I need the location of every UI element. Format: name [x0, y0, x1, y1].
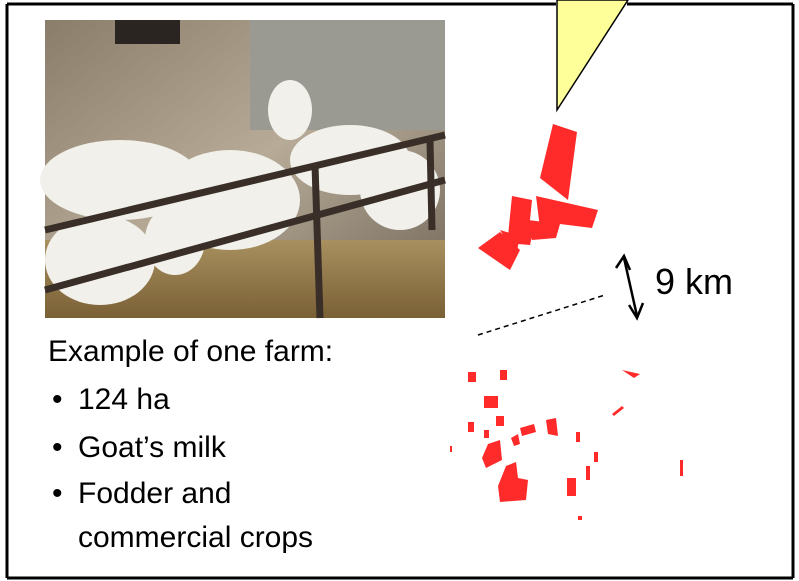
distance-label: 9 km [655, 261, 734, 302]
double-arrow [614, 253, 645, 321]
bullet: Fodder and commercial crops [50, 472, 338, 560]
dashed-separator [477, 294, 606, 336]
bullet: Goat’s milk [50, 424, 338, 472]
bullet: 124 ha [50, 376, 338, 424]
bullet-list: 124 ha Goat’s milk Fodder and commercial… [50, 376, 338, 560]
goat-photo [40, 20, 446, 319]
callout-triangle [556, 0, 629, 113]
frame [5, 2, 795, 580]
field-parcels [450, 124, 683, 520]
heading: Example of one farm: [48, 335, 334, 368]
